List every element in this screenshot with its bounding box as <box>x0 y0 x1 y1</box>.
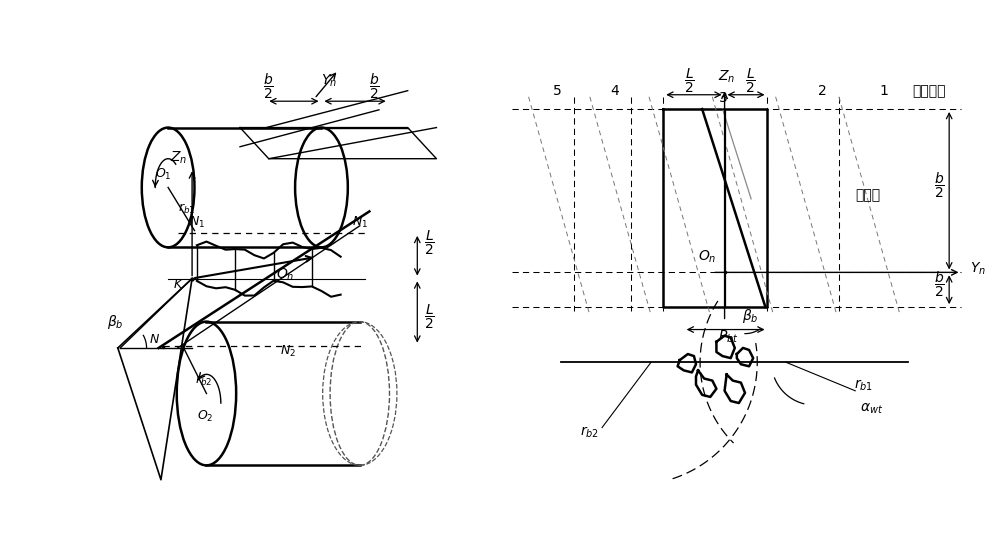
Text: 5: 5 <box>553 84 562 97</box>
Ellipse shape <box>142 128 194 247</box>
Text: $Z_n$: $Z_n$ <box>170 149 187 165</box>
Text: $\dfrac{L}{2}$: $\dfrac{L}{2}$ <box>424 303 435 331</box>
Ellipse shape <box>177 321 236 466</box>
Text: $\beta_b$: $\beta_b$ <box>107 314 124 331</box>
Text: $O_n$: $O_n$ <box>276 266 295 283</box>
Text: $\dfrac{b}{2}$: $\dfrac{b}{2}$ <box>263 72 274 101</box>
Text: $\dfrac{L}{2}$: $\dfrac{L}{2}$ <box>684 67 695 95</box>
Text: $\dfrac{b}{2}$: $\dfrac{b}{2}$ <box>369 72 380 101</box>
Text: $r_{b2}$: $r_{b2}$ <box>195 374 213 388</box>
Text: $\dfrac{L}{2}$: $\dfrac{L}{2}$ <box>745 67 756 95</box>
Text: $O_1$: $O_1$ <box>155 167 172 182</box>
Text: $\dfrac{b}{2}$: $\dfrac{b}{2}$ <box>934 171 944 201</box>
Text: $\alpha_{wt}$: $\alpha_{wt}$ <box>860 401 883 416</box>
Text: $N_1$: $N_1$ <box>189 215 205 230</box>
Text: $\beta_b$: $\beta_b$ <box>742 307 758 325</box>
Text: $N_1$: $N_1$ <box>352 215 368 230</box>
Text: $N_2$: $N_2$ <box>280 344 296 359</box>
Text: 齿对序号: 齿对序号 <box>912 84 945 97</box>
Text: N: N <box>150 333 159 346</box>
Text: $r_{b1}$: $r_{b1}$ <box>178 202 195 216</box>
Text: $r_{b2}$: $r_{b2}$ <box>580 424 599 440</box>
Text: 接触线: 接触线 <box>855 188 880 202</box>
Text: $Z_n$: $Z_n$ <box>718 69 735 85</box>
Text: $O_n$: $O_n$ <box>698 249 717 265</box>
Text: 4: 4 <box>610 84 619 97</box>
Text: K: K <box>174 278 182 291</box>
Text: 3: 3 <box>719 91 728 105</box>
Text: $r_{b1}$: $r_{b1}$ <box>854 378 873 393</box>
Text: $O_2$: $O_2$ <box>197 409 214 424</box>
Text: 2: 2 <box>818 84 827 97</box>
Text: $\dfrac{b}{2}$: $\dfrac{b}{2}$ <box>934 270 944 300</box>
Text: $\dfrac{L}{2}$: $\dfrac{L}{2}$ <box>424 229 435 257</box>
Text: $Y_n$: $Y_n$ <box>970 260 986 277</box>
Text: $Y_n$: $Y_n$ <box>321 72 337 89</box>
Text: $P_{bt}$: $P_{bt}$ <box>718 329 739 345</box>
Text: 1: 1 <box>879 84 888 97</box>
